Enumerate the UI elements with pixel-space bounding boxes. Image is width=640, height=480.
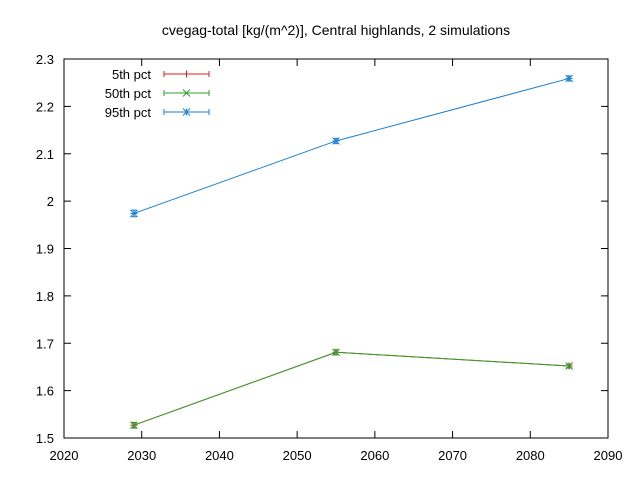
y-tick-label: 1.8: [36, 289, 54, 304]
series-line: [133, 77, 570, 214]
data-point: [565, 74, 573, 83]
marker-stroke: [182, 89, 191, 97]
y-tick-label: 1.6: [36, 384, 54, 399]
marker-stroke: [565, 74, 573, 83]
y-tick-label: 1.7: [36, 336, 54, 351]
marker-stroke: [182, 108, 191, 116]
x-tick-label: 2080: [516, 448, 545, 463]
data-point: [130, 209, 138, 218]
legend-item: 5th pct: [112, 67, 210, 82]
x-tick-label: 2060: [360, 448, 389, 463]
legend-label: 50th pct: [105, 86, 152, 101]
data-point: [565, 362, 573, 370]
data-point: [130, 421, 138, 430]
marker-stroke: [565, 362, 573, 370]
legend-label: 95th pct: [105, 105, 152, 120]
data-point: [332, 137, 340, 145]
legend: 5th pct 50th pct 95th pct: [105, 67, 210, 120]
y-tick-label: 2.2: [36, 99, 54, 114]
legend-marker: [183, 70, 190, 78]
series-line: [133, 351, 570, 426]
legend-label: 5th pct: [112, 67, 151, 82]
series-3: [130, 74, 573, 218]
axes: 2020 2030 2040 2050 2060 2070 2080 2090 1.5 1.6 1.…: [36, 52, 623, 463]
legend-marker: [182, 108, 191, 116]
series-line: [133, 351, 570, 426]
y-tick-label: 2.1: [36, 147, 54, 162]
series-1: [130, 348, 573, 429]
data-point: [332, 348, 340, 357]
marker-stroke: [332, 137, 340, 145]
plot-frame: [63, 58, 609, 439]
x-tick-label: 2030: [127, 448, 156, 463]
marker-stroke: [130, 209, 138, 218]
y-tick-label: 2.3: [36, 52, 54, 67]
legend-item: 95th pct: [105, 105, 210, 120]
marker-stroke: [332, 348, 340, 357]
x-tick-label: 2050: [283, 448, 312, 463]
legend-marker: [182, 89, 191, 97]
chart-title: cvegag-total [kg/(m^2)], Central highlan…: [162, 22, 510, 38]
x-tick-label: 2090: [594, 448, 623, 463]
x-tick-label: 2070: [438, 448, 467, 463]
y-tick-label: 1.9: [36, 242, 54, 257]
x-tick-label: 2020: [50, 448, 79, 463]
y-tick-label: 2: [47, 194, 54, 209]
x-tick-label: 2040: [205, 448, 234, 463]
legend-item: 50th pct: [105, 86, 210, 101]
series-layer: [130, 74, 573, 430]
y-tick-label: 1.5: [36, 431, 54, 446]
series-2: [130, 348, 573, 430]
marker-stroke: [130, 421, 138, 430]
